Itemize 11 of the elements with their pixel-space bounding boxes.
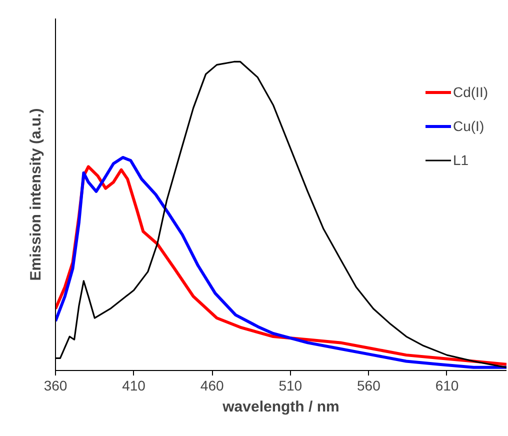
x-tick-label: 460 (200, 378, 224, 394)
legend-label: Cu(I) (453, 118, 484, 134)
x-tick-label: 560 (357, 378, 381, 394)
x-tick-label: 410 (122, 378, 146, 394)
y-axis-title: Emission intensity (a.u.) (28, 108, 44, 281)
x-axis-title: wavelength / nm (222, 398, 340, 416)
x-tick-label: 360 (44, 378, 68, 394)
x-tick-label: 510 (278, 378, 302, 394)
x-tick-label: 610 (435, 378, 459, 394)
legend-label: Cd(II) (453, 84, 488, 100)
legend-label: L1 (453, 152, 470, 168)
